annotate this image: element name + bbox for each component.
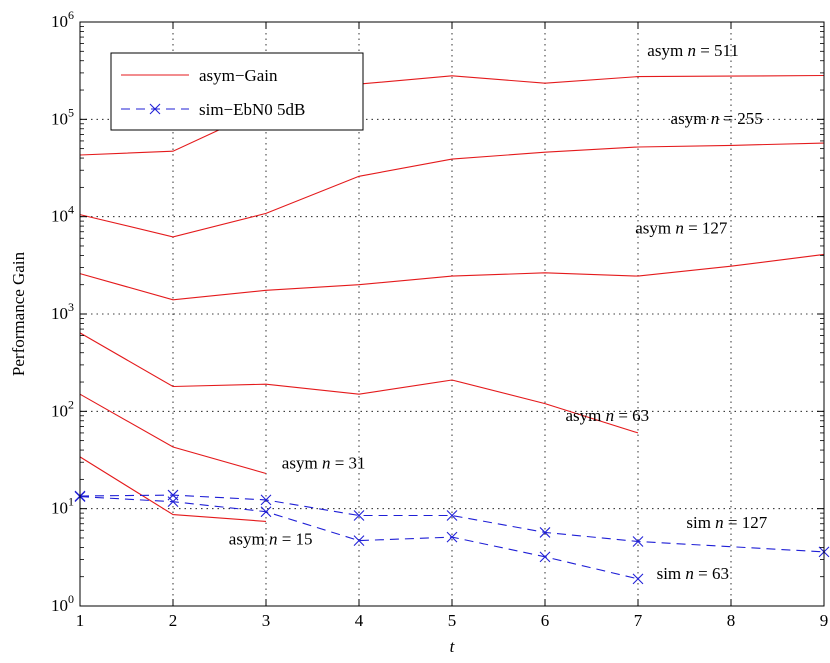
- y-tick-exponent: 1: [68, 495, 74, 509]
- y-tick-exponent: 0: [68, 592, 74, 606]
- annotation-prefix: asym: [647, 41, 687, 60]
- x-marker: [632, 573, 644, 585]
- x-tick-label: 1: [76, 611, 85, 630]
- series-line-asym-4: [79, 393, 267, 475]
- legend-label-0: asym−Gain: [199, 66, 278, 85]
- y-tick-base: 10: [51, 12, 68, 31]
- x-tick-label: 4: [355, 611, 364, 630]
- series-annotation: asym n = 15: [229, 529, 313, 548]
- annotation-variable: n: [687, 41, 696, 60]
- y-tick-base: 10: [51, 109, 68, 128]
- y-tick-exponent: 6: [68, 8, 74, 22]
- series-line-asym-3: [79, 332, 639, 434]
- y-tick-label: 102: [51, 397, 74, 420]
- y-tick-base: 10: [51, 207, 68, 226]
- x-marker: [149, 103, 161, 115]
- annotation-variable: n: [322, 453, 331, 472]
- x-marker: [632, 536, 644, 547]
- y-tick-label: 103: [51, 300, 74, 323]
- y-tick-base: 10: [51, 304, 68, 323]
- annotation-variable: n: [711, 109, 720, 128]
- y-axis-label: Performance Gain: [9, 251, 28, 376]
- axes: [79, 21, 825, 607]
- x-tick-label: 5: [448, 611, 457, 630]
- series-annotation: asym n = 127: [635, 219, 728, 238]
- y-tick-label: 106: [51, 8, 74, 31]
- series-annotation: asym n = 511: [647, 41, 739, 60]
- y-tick-base: 10: [51, 401, 68, 420]
- x-marker: [446, 510, 458, 521]
- annotation-variable: n: [606, 406, 615, 425]
- annotation-value: = 255: [719, 109, 763, 128]
- x-marker: [167, 496, 179, 508]
- x-axis-label: t: [450, 637, 456, 656]
- annotation-variable: n: [685, 564, 694, 583]
- annotation-value: = 127: [724, 513, 768, 532]
- x-tick-label: 2: [169, 611, 178, 630]
- annotation-value: = 127: [684, 219, 728, 238]
- annotation-value: = 31: [330, 453, 365, 472]
- annotation-prefix: sim: [657, 564, 686, 583]
- y-tick-label: 105: [51, 105, 74, 128]
- series-annotation: sim n = 127: [686, 513, 767, 532]
- x-tick-label: 7: [634, 611, 643, 630]
- x-marker: [539, 527, 551, 538]
- x-tick-label: 6: [541, 611, 550, 630]
- y-tick-label: 100: [51, 592, 74, 615]
- annotation-prefix: asym: [671, 109, 711, 128]
- annotation-variable: n: [715, 513, 724, 532]
- x-marker: [446, 531, 458, 543]
- series-annotation: asym n = 31: [282, 453, 366, 472]
- y-tick-exponent: 4: [68, 203, 74, 217]
- annotation-value: = 63: [694, 564, 729, 583]
- series-annotation: asym n = 255: [671, 109, 763, 128]
- annotation-variable: n: [269, 529, 278, 548]
- y-tick-exponent: 5: [68, 105, 74, 119]
- series-line-asym-2: [79, 253, 825, 301]
- y-tick-base: 10: [51, 499, 68, 518]
- annotation-prefix: asym: [635, 219, 675, 238]
- annotation-prefix: asym: [282, 453, 322, 472]
- annotation-prefix: asym: [229, 529, 269, 548]
- legend-label-1: sim−EbN0 5dB: [199, 100, 305, 119]
- grid-lines: [80, 22, 824, 606]
- annotation-variable: n: [675, 219, 684, 238]
- series-line-asym-5: [79, 456, 267, 522]
- y-tick-exponent: 3: [68, 300, 74, 314]
- x-marker: [260, 506, 272, 518]
- y-tick-base: 10: [51, 596, 68, 615]
- x-marker: [260, 494, 272, 506]
- y-tick-label: 101: [51, 495, 74, 518]
- annotation-prefix: asym: [565, 406, 605, 425]
- legend: asym−Gain sim−EbN0 5dB: [110, 52, 364, 131]
- y-tick-exponent: 2: [68, 397, 74, 411]
- y-tick-label: 104: [51, 203, 74, 226]
- x-marker: [539, 551, 551, 563]
- series-line-asym-0: [79, 74, 825, 156]
- series-annotation: sim n = 63: [657, 564, 729, 583]
- series-lines: [79, 74, 825, 580]
- x-tick-label: 3: [262, 611, 271, 630]
- x-tick-label: 9: [820, 611, 829, 630]
- x-marker: [353, 535, 365, 546]
- series-line-sim-6: [79, 494, 825, 553]
- annotation-value: = 63: [614, 406, 649, 425]
- legend-box: [110, 52, 364, 131]
- series-annotation: asym n = 63: [565, 406, 649, 425]
- annotation-prefix: sim: [686, 513, 715, 532]
- annotation-value: = 15: [277, 529, 312, 548]
- x-marker: [353, 510, 365, 521]
- series-markers: [74, 489, 830, 585]
- x-tick-label: 8: [727, 611, 736, 630]
- annotation-value: = 511: [696, 41, 739, 60]
- series-line-asym-1: [79, 142, 825, 238]
